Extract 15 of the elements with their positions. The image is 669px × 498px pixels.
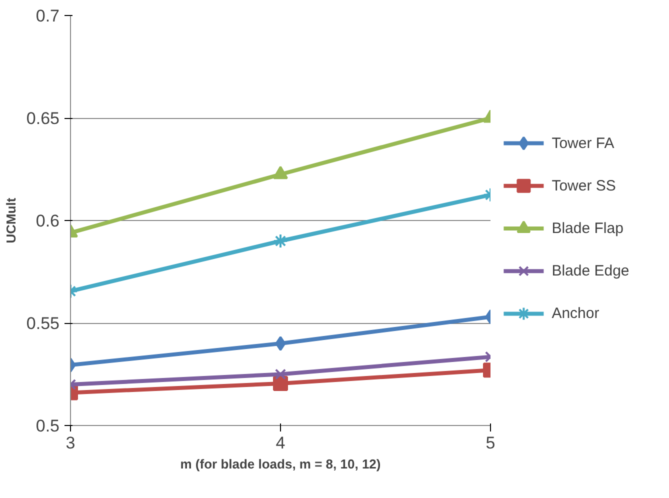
legend-label: Tower SS xyxy=(552,177,616,194)
legend-label: Blade Edge xyxy=(552,262,630,280)
legend-label: Blade Flap xyxy=(552,220,624,237)
y-tick-label: 0.5 xyxy=(36,416,60,436)
y-axis-title: UCMult xyxy=(3,197,18,244)
y-tick-label: 0.55 xyxy=(26,314,60,333)
x-axis-title: m (for blade loads, m = 8, 10, 12) xyxy=(180,456,381,472)
y-tick-label: 0.65 xyxy=(26,109,60,128)
legend-label: Tower FA xyxy=(552,134,614,152)
y-tick-label: 0.6 xyxy=(36,212,60,230)
x-tick-label: 4 xyxy=(276,434,286,452)
x-tick-label: 5 xyxy=(486,434,496,452)
legend-label: Anchor xyxy=(552,305,600,322)
y-tick-label: 0.7 xyxy=(36,6,60,26)
x-tick-label: 3 xyxy=(66,434,76,452)
